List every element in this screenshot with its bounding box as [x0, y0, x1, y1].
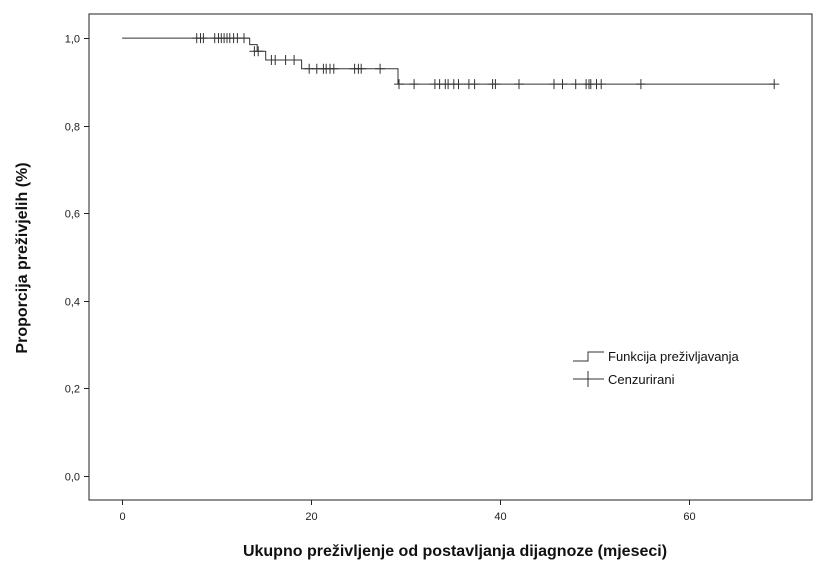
- censor-mark: [596, 79, 607, 90]
- censor-mark: [253, 46, 264, 57]
- censor-mark: [394, 79, 404, 90]
- y-axis-ticks: 0,0 0,2 0,4 0,6 0,8 1,0: [65, 34, 89, 484]
- censor-mark: [769, 79, 780, 90]
- censor-mark: [289, 55, 300, 65]
- survival-curve-layer: [122, 37, 775, 85]
- legend-label-censored: Cenzurirani: [608, 372, 675, 387]
- survival-curve: [122, 37, 775, 85]
- y-tick-label: 0,8: [65, 122, 80, 134]
- plot-area: [88, 13, 813, 501]
- y-axis-title: Proporcija preživjelih (%): [14, 162, 31, 353]
- censor-mark: [198, 33, 209, 44]
- x-axis-title: Ukupno preživljenje od postavljanja dija…: [243, 543, 667, 560]
- plot-frame: [88, 13, 813, 501]
- censor-markers: [191, 33, 780, 90]
- censor-mark: [409, 79, 420, 90]
- x-tick-label: 0: [119, 511, 125, 523]
- censor-mark: [280, 55, 291, 65]
- censor-mark: [635, 79, 646, 90]
- censor-mark: [356, 63, 367, 74]
- y-tick-label: 1,0: [65, 34, 80, 46]
- x-axis-ticks: 0 20 40 60: [119, 500, 696, 523]
- censor-mark: [375, 63, 386, 74]
- legend-item-censored: Cenzurirani: [573, 371, 675, 387]
- legend-label-survival: Funkcija preživljavanja: [608, 349, 740, 364]
- censor-mark: [549, 79, 559, 90]
- censor-mark: [469, 79, 480, 90]
- y-tick-label: 0,4: [65, 297, 80, 309]
- censor-mark: [557, 79, 568, 90]
- censor-mark: [239, 33, 249, 44]
- x-tick-label: 20: [305, 511, 317, 523]
- censor-mark: [570, 79, 581, 90]
- legend-step-icon: [573, 351, 604, 362]
- legend: Funkcija preživljavanja Cenzurirani: [573, 349, 740, 387]
- x-tick-label: 60: [683, 511, 695, 523]
- y-tick-label: 0,0: [65, 472, 80, 484]
- legend-item-survival: Funkcija preživljavanja: [573, 349, 740, 364]
- x-tick-label: 40: [494, 511, 506, 523]
- y-tick-label: 0,2: [65, 384, 80, 396]
- y-tick-label: 0,6: [65, 209, 80, 221]
- censor-mark: [328, 63, 339, 74]
- censor-mark: [490, 79, 501, 90]
- censor-mark: [514, 79, 524, 90]
- censor-mark: [453, 79, 464, 90]
- censor-mark: [270, 55, 281, 65]
